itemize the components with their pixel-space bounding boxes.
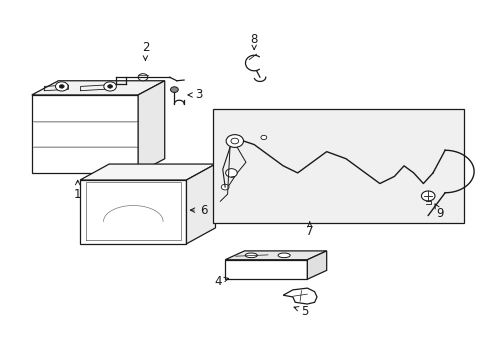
Polygon shape bbox=[32, 81, 164, 95]
Text: 9: 9 bbox=[434, 204, 443, 220]
Circle shape bbox=[221, 184, 228, 190]
Circle shape bbox=[107, 85, 112, 88]
Text: 5: 5 bbox=[293, 305, 308, 318]
Circle shape bbox=[230, 138, 238, 144]
Text: 1: 1 bbox=[74, 180, 81, 201]
Polygon shape bbox=[283, 288, 316, 304]
Text: 8: 8 bbox=[250, 33, 257, 50]
Circle shape bbox=[59, 85, 64, 88]
Circle shape bbox=[55, 82, 68, 91]
Polygon shape bbox=[80, 164, 215, 180]
Circle shape bbox=[421, 191, 434, 201]
Circle shape bbox=[225, 168, 237, 177]
Polygon shape bbox=[138, 81, 164, 173]
Circle shape bbox=[103, 82, 116, 91]
Circle shape bbox=[170, 87, 178, 93]
Polygon shape bbox=[80, 180, 186, 244]
Text: 7: 7 bbox=[305, 222, 313, 238]
Text: 2: 2 bbox=[142, 41, 149, 60]
Bar bbox=[213, 109, 464, 222]
Text: 3: 3 bbox=[187, 89, 202, 102]
Text: 4: 4 bbox=[214, 275, 228, 288]
Polygon shape bbox=[224, 260, 307, 279]
Circle shape bbox=[138, 74, 147, 81]
Circle shape bbox=[261, 135, 266, 140]
Ellipse shape bbox=[244, 253, 257, 258]
Text: 6: 6 bbox=[190, 204, 207, 217]
Polygon shape bbox=[32, 95, 138, 173]
Polygon shape bbox=[224, 251, 326, 260]
Polygon shape bbox=[307, 251, 326, 279]
Ellipse shape bbox=[278, 253, 289, 258]
Polygon shape bbox=[186, 164, 215, 244]
Circle shape bbox=[225, 135, 243, 147]
